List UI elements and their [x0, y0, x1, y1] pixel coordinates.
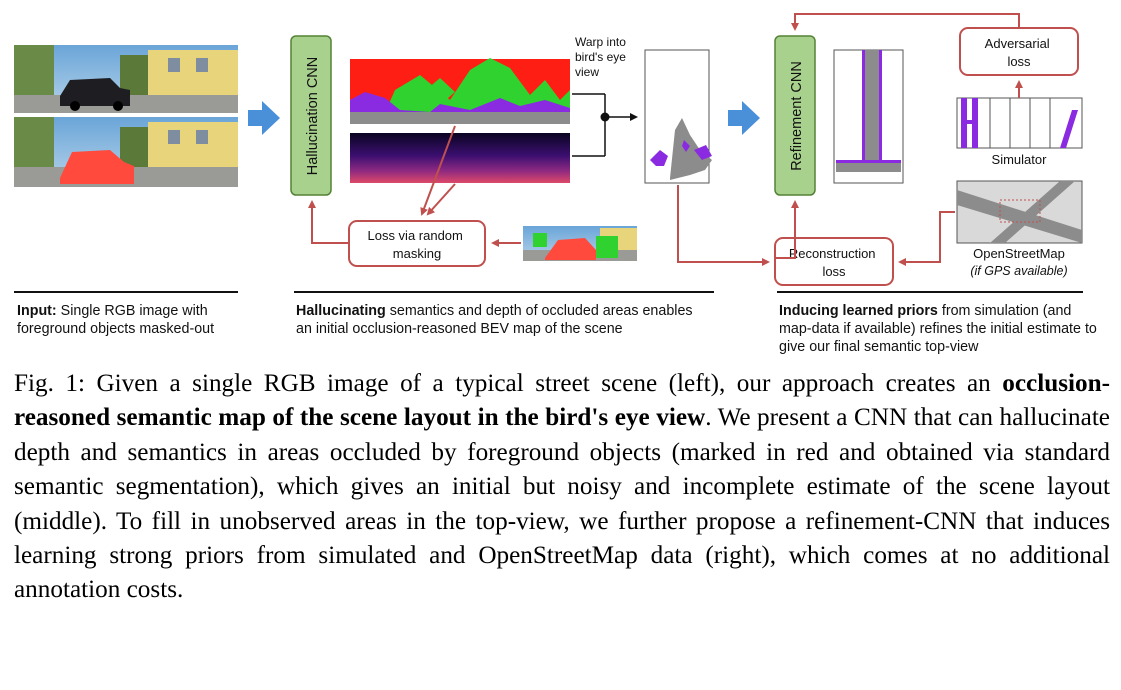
refinement-cnn-label: Refinement CNN [789, 61, 805, 171]
figure-caption: Fig. 1: Given a single RGB image of a ty… [14, 367, 1110, 608]
blue-arrow-1 [248, 101, 280, 135]
arrow-bev-to-reconstruction [677, 185, 770, 266]
description-hallucination-text: semantics and depth of occluded areas en… [296, 303, 693, 337]
warp-label-line2: bird's eye [575, 50, 626, 64]
caption-rest: . We present a CNN that can hallucinate … [14, 404, 1110, 604]
warp-label-line3: view [575, 65, 599, 79]
svg-text:Loss via random masking: Loss via random masking [367, 228, 466, 261]
openstreetmap-label: OpenStreetMap [973, 246, 1065, 261]
random-mask-sample-image [523, 226, 637, 261]
svg-text:Warp into bird's eye v: Warp into bird's eye view [575, 35, 629, 79]
random-masking-loss-box: Loss via random masking [348, 220, 486, 267]
arrow-osm-to-reconstruction [898, 211, 955, 266]
hallucination-cnn-block: Hallucination CNN [290, 35, 332, 196]
description-input-text: Single RGB image with foreground objects… [17, 303, 215, 337]
bev-initial-map [644, 49, 712, 184]
adversarial-loss-line2: loss [1007, 54, 1031, 69]
hallucination-cnn-label: Hallucination CNN [305, 57, 321, 175]
arrow-depth-to-masking [426, 183, 456, 216]
warp-label-line1: Warp into [575, 35, 626, 49]
warp-connector [572, 93, 638, 157]
rule-hallucination [294, 291, 714, 293]
svg-text:Reconstruction loss: Reconstruction loss [789, 246, 879, 279]
pipeline-figure: Hallucination CNN Warp into bird's eye v… [14, 13, 1083, 286]
random-masking-line1: Loss via random [367, 228, 462, 243]
openstreetmap-image [956, 180, 1083, 244]
reconstruction-loss-line1: Reconstruction [789, 246, 876, 261]
random-masking-line2: masking [393, 246, 441, 261]
input-image-top [14, 45, 238, 113]
depth-output-image [350, 133, 570, 183]
arrow-reconstruction-to-refinement [775, 200, 799, 259]
red-arrows [308, 13, 1023, 266]
arrow-masking-to-halluc [308, 200, 349, 244]
reconstruction-loss-box: Reconstruction loss [774, 237, 894, 286]
description-input: Input: Single RGB image with foreground … [17, 302, 232, 338]
simulator-image [956, 97, 1083, 149]
description-input-bold: Input: [17, 303, 57, 319]
description-hallucination-bold: Hallucinating [296, 303, 386, 319]
gps-note: (if GPS available) [970, 264, 1067, 278]
input-image-masked [14, 117, 238, 187]
adversarial-loss-box: Adversarial loss [959, 27, 1079, 76]
description-hallucination: Hallucinating semantics and depth of occ… [296, 302, 706, 338]
caption-lead: Fig. 1: Given a single RGB image of a ty… [14, 370, 1003, 397]
bev-refined-map [833, 49, 904, 184]
reconstruction-loss-line2: loss [822, 264, 846, 279]
rule-input [14, 291, 238, 293]
description-priors: Inducing learned priors from simulation … [779, 302, 1104, 356]
caption-bold: occlusion-reasoned semantic map of the s… [14, 370, 1110, 432]
rule-priors [777, 291, 1083, 293]
arrow-adversarial-to-refinement [791, 13, 1020, 31]
refinement-cnn-block: Refinement CNN [774, 35, 816, 196]
adversarial-loss-line1: Adversarial [985, 36, 1050, 51]
semantic-output-image [350, 58, 570, 124]
svg-text:Adversarial loss: Adversarial loss [985, 36, 1054, 69]
description-priors-bold: Inducing learned priors [779, 303, 938, 319]
description-priors-text: from simulation (and map-data if availab… [779, 303, 1097, 355]
blue-arrow-2 [728, 101, 760, 135]
arrow-semantic-to-masking [420, 125, 456, 216]
simulator-label: Simulator [992, 152, 1048, 167]
